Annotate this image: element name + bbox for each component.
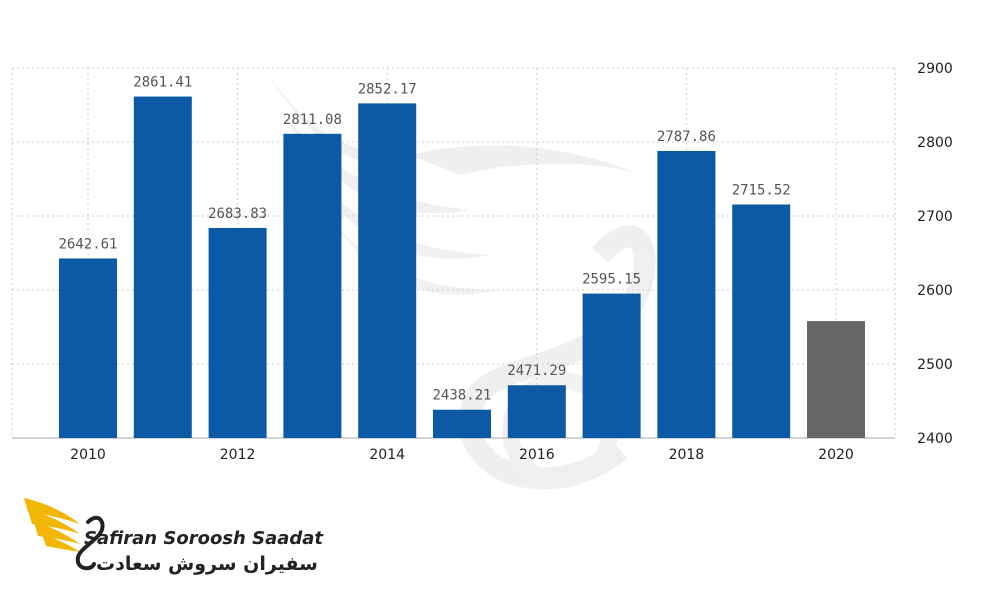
y-tick-label: 2900 <box>917 61 953 77</box>
bar-2014 <box>358 103 417 439</box>
bars <box>59 96 865 439</box>
x-tick-label: 2010 <box>70 447 106 463</box>
x-tick-label: 2020 <box>818 447 854 463</box>
data-label-2016: 2471.29 <box>507 363 566 379</box>
data-label-2018: 2787.86 <box>657 129 716 145</box>
bar-2013 <box>283 133 342 439</box>
y-tick-label: 2400 <box>917 431 953 447</box>
data-label-2010: 2642.61 <box>58 236 117 252</box>
x-tick-label: 2016 <box>519 447 555 463</box>
x-tick-label: 2012 <box>220 447 256 463</box>
brand-name-english: Safiran Soroosh Saadat <box>84 528 324 549</box>
data-label-2017: 2595.15 <box>582 272 641 288</box>
data-label-2013: 2811.08 <box>283 112 342 128</box>
data-label-2015: 2438.21 <box>432 388 491 404</box>
x-tick-label: 2014 <box>369 447 405 463</box>
bar-2018 <box>657 150 716 439</box>
bar-2015 <box>433 409 491 438</box>
brand-logo <box>24 498 105 571</box>
bar-2019 <box>732 204 791 438</box>
x-axis-ticks: 2010 2012 2014 2016 2018 2020 <box>70 447 854 463</box>
wing-icon <box>24 498 80 552</box>
y-axis-ticks: 2400 2500 2600 2700 2800 2900 <box>917 61 953 447</box>
y-tick-label: 2700 <box>917 209 953 225</box>
bar-2017 <box>582 293 641 438</box>
bar-2011 <box>133 96 192 438</box>
bar-2012 <box>208 227 267 438</box>
y-tick-label: 2600 <box>917 283 953 299</box>
y-tick-label: 2800 <box>917 135 953 151</box>
bar-2020 <box>807 321 865 438</box>
data-label-2011: 2861.41 <box>133 75 192 91</box>
data-label-2019: 2715.52 <box>732 183 791 199</box>
x-tick-label: 2018 <box>669 447 705 463</box>
brand-name-persian: سفیران سروش سعادت <box>96 553 318 575</box>
bar-2010 <box>59 258 117 438</box>
data-label-2014: 2852.17 <box>358 81 417 97</box>
bar-2016 <box>507 385 566 438</box>
y-tick-label: 2500 <box>917 357 953 373</box>
data-labels: 2642.61 2861.41 2683.83 2811.08 2852.17 2438.… <box>58 75 790 404</box>
swan-icon <box>75 515 105 571</box>
data-label-2012: 2683.83 <box>208 206 267 222</box>
